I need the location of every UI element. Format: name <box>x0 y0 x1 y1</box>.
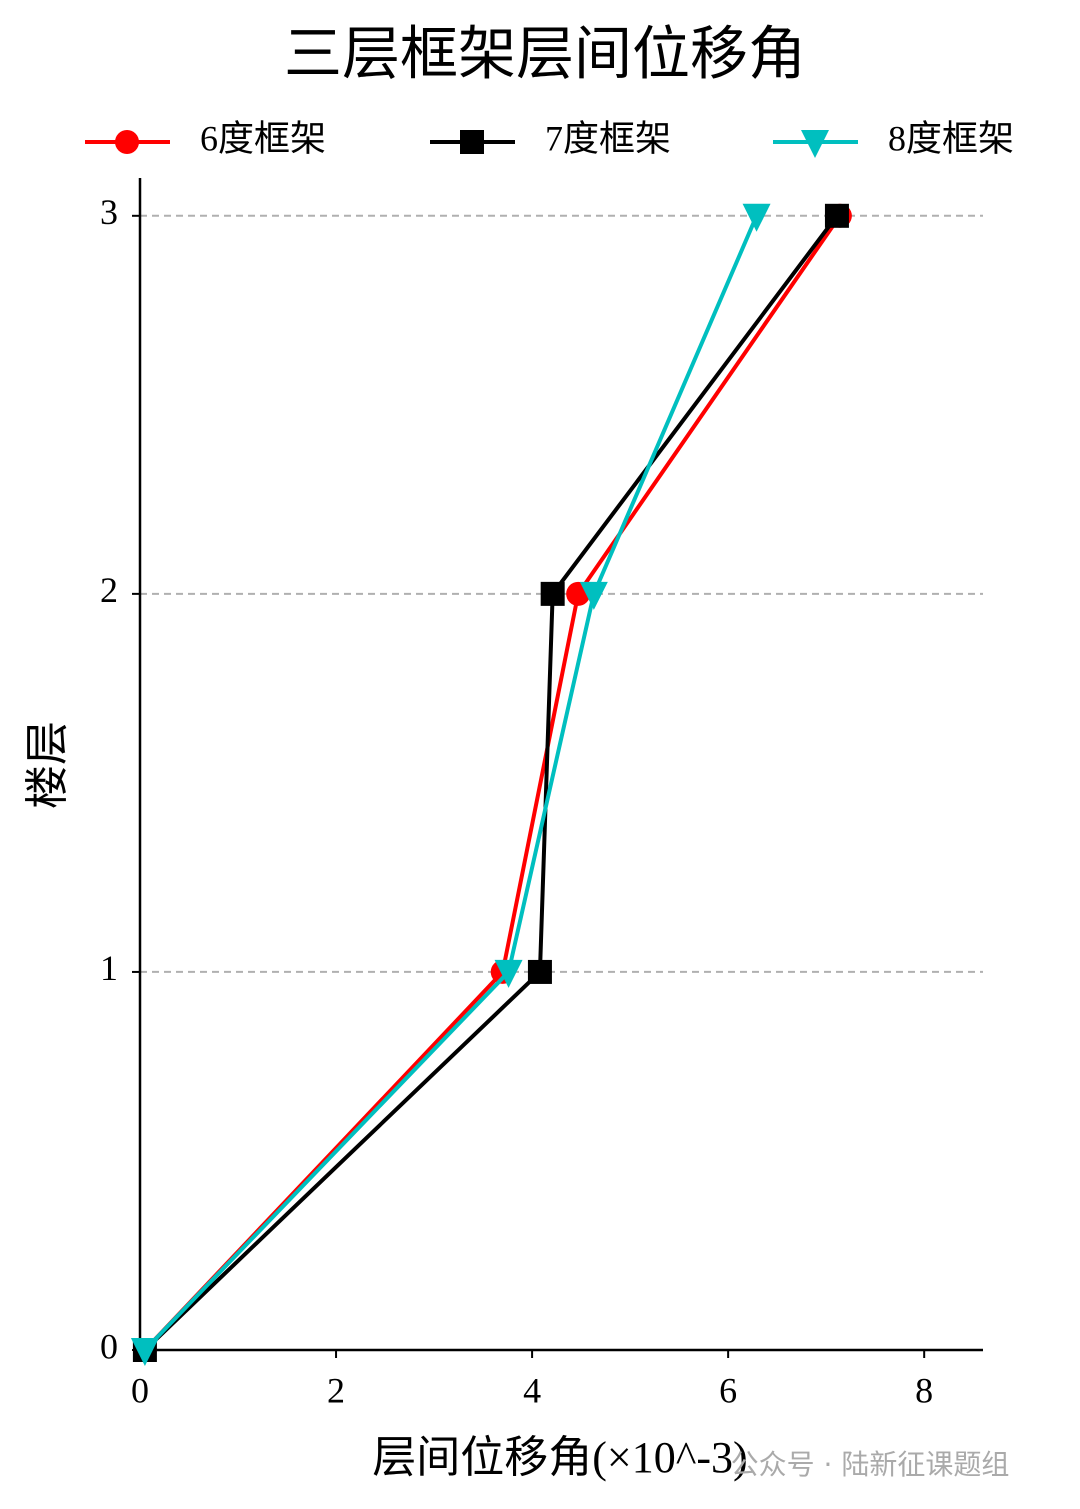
marker <box>527 959 552 984</box>
legend-label: 8度框架 <box>888 118 1014 158</box>
x-tick-label: 4 <box>523 1370 541 1410</box>
marker <box>824 203 849 228</box>
marker <box>742 203 771 232</box>
legend-label: 6度框架 <box>200 118 326 158</box>
y-tick-label: 2 <box>100 570 118 610</box>
x-axis-label: 层间位移角(×10^-3) <box>372 1433 747 1482</box>
y-tick-label: 1 <box>100 948 118 988</box>
marker <box>579 581 608 610</box>
x-tick-label: 8 <box>915 1370 933 1410</box>
x-tick-label: 2 <box>327 1370 345 1410</box>
chart-title: 三层框架层间位移角 <box>284 21 806 86</box>
y-tick-label: 3 <box>100 192 118 232</box>
series-line <box>143 214 842 1352</box>
x-tick-label: 6 <box>719 1370 737 1410</box>
marker <box>460 130 484 154</box>
marker <box>494 959 523 988</box>
legend-label: 7度框架 <box>545 118 671 158</box>
x-tick-label: 0 <box>131 1370 149 1410</box>
series-line <box>143 214 839 1352</box>
marker <box>115 130 139 154</box>
y-axis-label: 楼层 <box>23 721 72 809</box>
marker <box>801 130 829 158</box>
y-tick-label: 0 <box>100 1326 118 1366</box>
marker <box>130 1338 159 1366</box>
watermark: 公众号 · 陆新征课题组 <box>731 1448 1010 1481</box>
marker <box>540 581 565 606</box>
series-line <box>143 215 759 1352</box>
